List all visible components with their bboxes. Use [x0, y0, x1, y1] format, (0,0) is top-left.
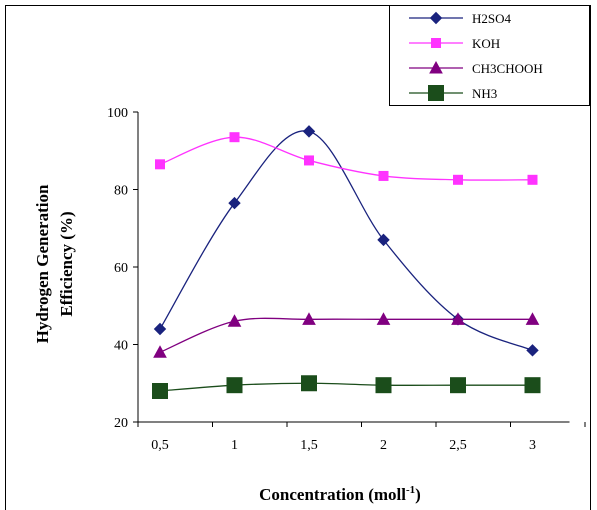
x-tick-label: 2,5 — [449, 438, 467, 453]
data-point — [155, 159, 165, 170]
x-axis-title: Concentration (moll-1) — [259, 484, 421, 504]
x-tick-label: 3 — [529, 438, 536, 453]
y-tick-label: 60 — [114, 261, 128, 276]
y-axis-title-line1: Hydrogen Generation — [33, 184, 52, 343]
y-tick-label: 40 — [114, 339, 128, 354]
data-point — [377, 233, 390, 247]
data-point — [525, 312, 540, 325]
plot-area: 20 40 60 80 100 0,5 1 1,5 2 2,5 3 — [107, 106, 586, 453]
data-point — [228, 196, 241, 210]
legend-marker — [431, 38, 441, 48]
legend-marker — [428, 85, 444, 101]
data-point — [375, 377, 392, 394]
y-tick-label: 80 — [114, 184, 128, 199]
legend-label: H2SO4 — [472, 11, 512, 26]
series-line — [159, 136, 533, 181]
data-point — [301, 375, 317, 392]
data-point — [524, 377, 541, 394]
legend-label: CH3CHOOH — [472, 61, 543, 76]
data-point — [153, 322, 167, 336]
series-ch3chooh — [153, 312, 540, 358]
data-point — [302, 312, 316, 325]
data-point — [451, 312, 465, 325]
data-point — [227, 314, 242, 327]
data-point — [378, 170, 389, 181]
x-tick-label: 0,5 — [151, 438, 169, 453]
series-h2so4 — [153, 125, 539, 357]
y-tick-label: 100 — [107, 106, 128, 121]
legend-marker — [429, 60, 443, 74]
x-tick-label: 2 — [380, 438, 387, 453]
legend-box — [389, 5, 590, 106]
legend-label: KOH — [472, 36, 500, 51]
x-tick-label: 1 — [231, 438, 238, 453]
data-point — [450, 377, 466, 394]
x-tick-label: 1,5 — [300, 438, 318, 453]
data-point — [376, 312, 391, 325]
series-nh3 — [152, 375, 541, 399]
series-koh — [155, 132, 538, 185]
legend: H2SO4 KOH CH3CHOOH NH3 — [389, 5, 590, 106]
legend-marker — [429, 11, 443, 25]
data-point — [302, 125, 316, 138]
data-point — [304, 155, 314, 166]
data-point — [229, 132, 240, 143]
legend-label: NH3 — [472, 86, 497, 101]
data-point — [453, 174, 463, 185]
series-line — [159, 317, 533, 353]
data-point — [526, 344, 539, 357]
y-axis-title-line2: Efficiency (%) — [57, 211, 76, 316]
data-point — [153, 345, 167, 358]
data-point — [527, 174, 538, 185]
chart-border — [5, 5, 591, 510]
data-point — [152, 383, 168, 399]
data-point — [226, 377, 243, 394]
series-line — [159, 130, 533, 351]
series-line — [159, 382, 533, 392]
y-tick-label: 20 — [114, 416, 128, 431]
